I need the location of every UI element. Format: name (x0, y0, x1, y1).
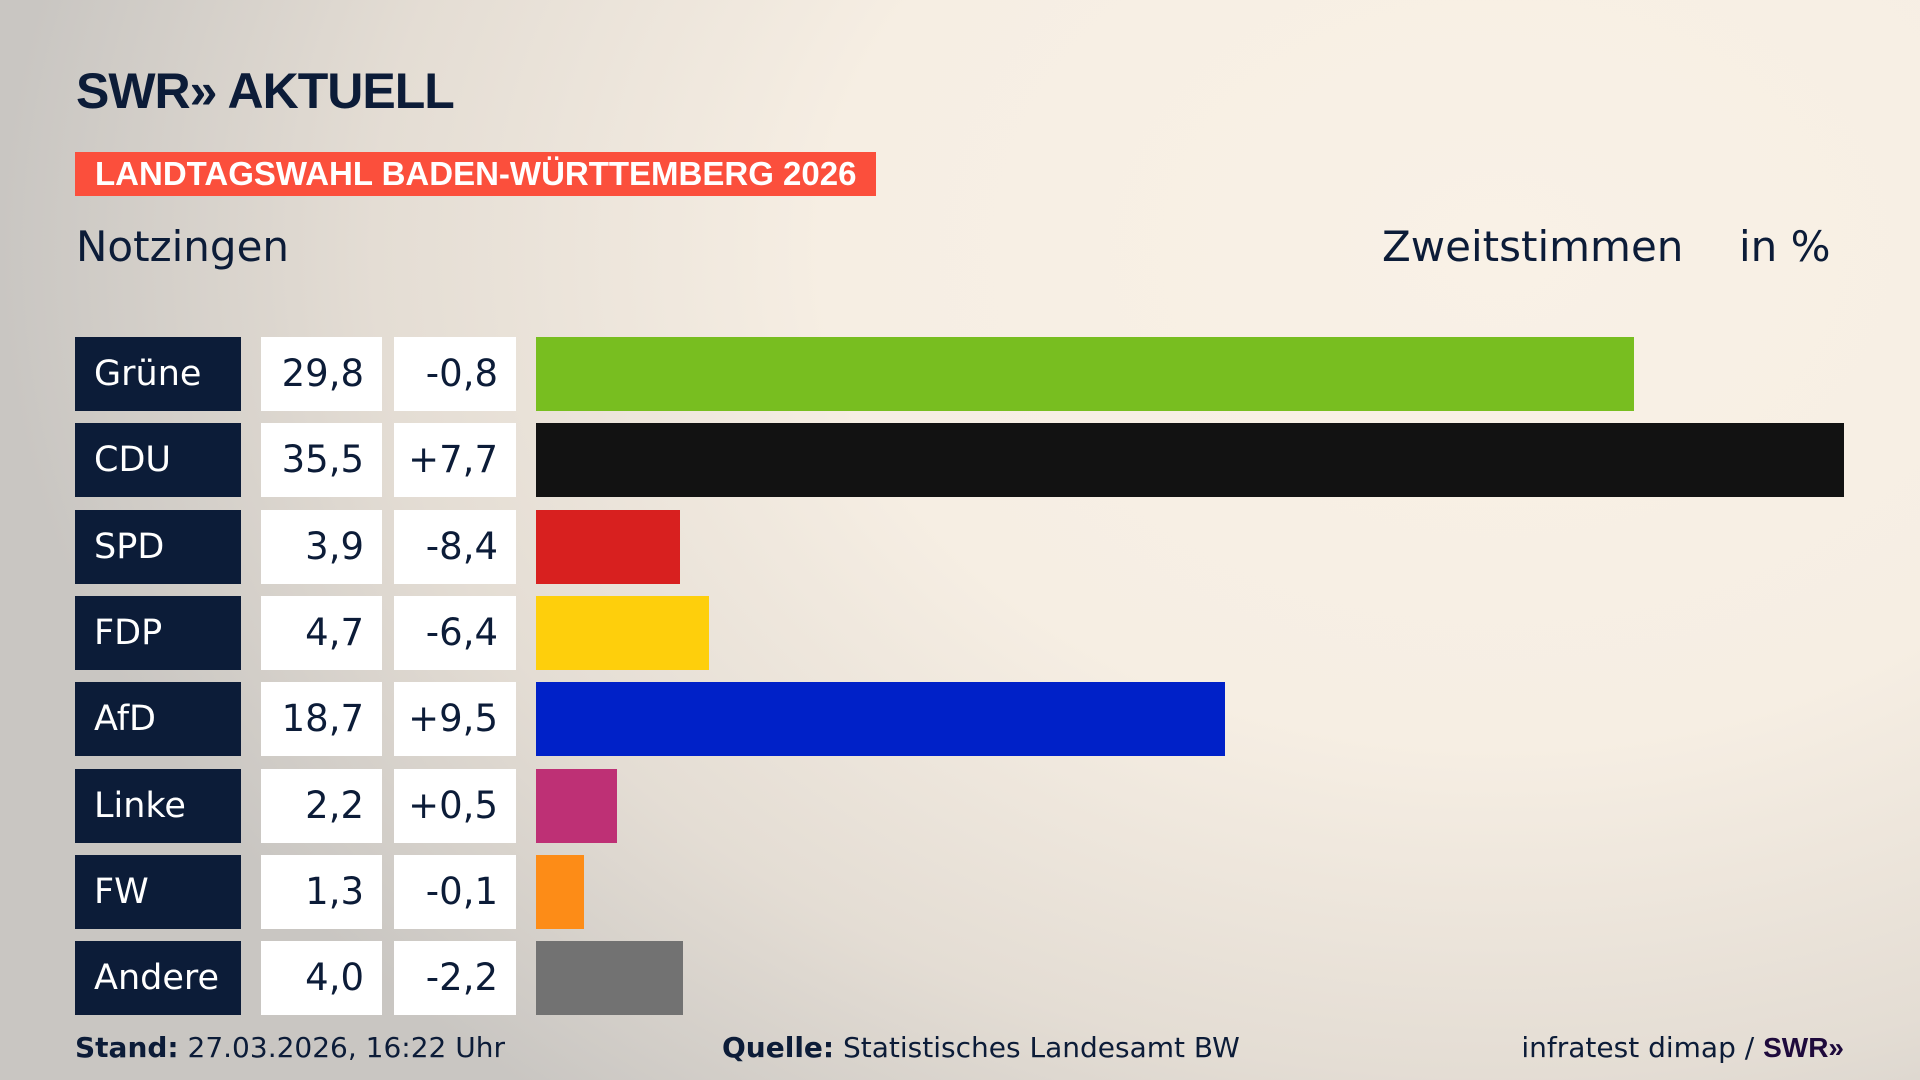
party-label: FDP (75, 595, 241, 670)
change-label: -0,1 (394, 854, 516, 929)
unit-label: in % (1739, 222, 1831, 271)
value-label: 4,7 (261, 595, 382, 670)
value-label: 3,9 (261, 509, 382, 584)
timestamp: Stand: 27.03.2026, 16:22 Uhr (75, 1030, 505, 1066)
value-label: 1,3 (261, 854, 382, 929)
election-banner: LANDTAGSWAHL BADEN-WÜRTTEMBERG 2026 (75, 152, 877, 196)
swr-logo-small: SWR» (1763, 1032, 1844, 1063)
source: Quelle: Statistisches Landesamt BW (722, 1030, 1240, 1066)
stand-value: 27.03.2026, 16:22 Uhr (187, 1031, 505, 1064)
bar-afd (536, 682, 1225, 757)
stand-label: Stand: (75, 1031, 179, 1064)
value-label: 35,5 (261, 423, 382, 498)
change-label: -2,2 (394, 941, 516, 1016)
change-label: +7,7 (394, 423, 516, 498)
bar-cdu (536, 423, 1844, 498)
bar-grüne (536, 337, 1634, 411)
bar-fw (536, 854, 584, 929)
bar-spd (536, 509, 680, 584)
change-label: +0,5 (394, 768, 516, 843)
change-label: -8,4 (394, 509, 516, 584)
change-label: -0,8 (394, 337, 516, 411)
municipality-title: Notzingen (76, 222, 290, 271)
party-label: Grüne (75, 337, 241, 411)
party-label: AfD (75, 682, 241, 757)
credit-text: infratest dimap / (1521, 1031, 1764, 1064)
swr-aktuell-logo: SWR» AKTUELL (76, 63, 455, 119)
value-label: 29,8 (261, 337, 382, 411)
value-label: 4,0 (261, 941, 382, 1016)
change-label: +9,5 (394, 682, 516, 757)
credit: infratest dimap / SWR» (1521, 1030, 1844, 1066)
change-label: -6,4 (394, 595, 516, 670)
party-label: FW (75, 854, 241, 929)
source-value: Statistisches Landesamt BW (843, 1031, 1240, 1064)
bar-andere (536, 941, 684, 1016)
party-label: Andere (75, 941, 241, 1016)
source-label: Quelle: (722, 1031, 835, 1064)
bar-linke (536, 768, 618, 843)
party-label: Linke (75, 768, 241, 843)
value-label: 2,2 (261, 768, 382, 843)
party-label: SPD (75, 509, 241, 584)
value-label: 18,7 (261, 682, 382, 757)
vote-type-label: Zweitstimmen (1382, 222, 1684, 271)
party-label: CDU (75, 423, 241, 498)
bar-fdp (536, 595, 710, 670)
